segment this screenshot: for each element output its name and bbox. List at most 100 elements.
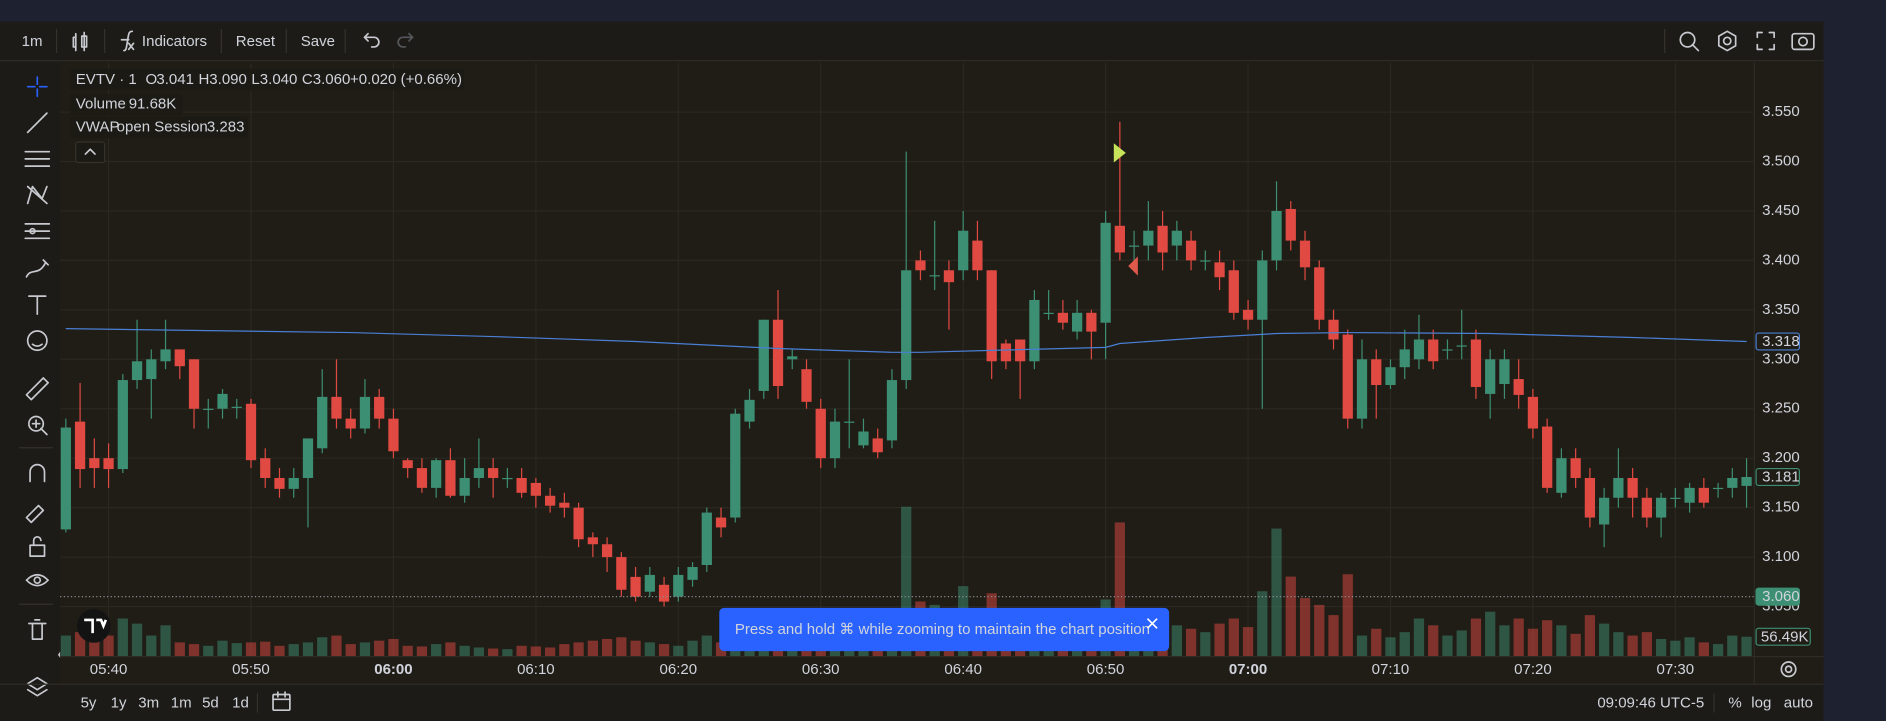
fib-tool[interactable] (24, 150, 51, 167)
volume-bar (1627, 635, 1638, 657)
x-tick-label: 06:50 (1087, 661, 1125, 678)
volume-bar (1185, 628, 1197, 657)
x-tick-label: 07:10 (1372, 661, 1410, 678)
volume-bar (1356, 635, 1368, 657)
reset-button[interactable]: Reset (236, 33, 276, 50)
volume-bar (658, 644, 670, 657)
zoom-tool[interactable] (28, 415, 48, 436)
toolbar-bg (0, 21, 1824, 61)
volume-bar (1470, 618, 1482, 657)
y-tick-label: 3.100 (1762, 548, 1800, 565)
candle-body (231, 406, 242, 408)
legend-collapse[interactable] (75, 141, 106, 164)
candle-body (516, 477, 527, 493)
pattern-tool[interactable] (26, 185, 48, 205)
settings-button[interactable] (1717, 30, 1737, 52)
range-button[interactable]: 5d (202, 695, 219, 712)
lock-tool[interactable] (29, 536, 46, 557)
volume-value: 91.68K (129, 96, 177, 113)
chart-type-button[interactable] (72, 31, 88, 52)
indicators-icon[interactable] (120, 30, 135, 52)
volume-bar (616, 637, 627, 657)
candle-body (1470, 339, 1482, 387)
volume-bar (1114, 522, 1125, 657)
toast-close[interactable] (1146, 618, 1158, 629)
range-button[interactable]: 1d (232, 695, 249, 712)
candle-body (858, 431, 869, 446)
brush-tool[interactable] (25, 259, 49, 278)
volume-bar (89, 637, 100, 657)
volume-bar (673, 645, 684, 657)
visibility-tool[interactable] (25, 573, 49, 587)
volume-bar (1670, 640, 1681, 657)
undo-button[interactable] (363, 32, 380, 48)
crosshair-tool[interactable] (26, 76, 48, 98)
symbol: EVTV · 1 (76, 71, 137, 88)
candle-body (573, 507, 584, 540)
magnet-tool[interactable] (29, 463, 46, 483)
volume-bar (359, 642, 371, 657)
search-button[interactable] (1679, 31, 1700, 52)
volume-bar (1299, 598, 1311, 657)
forecast-tool[interactable] (24, 223, 51, 240)
fullscreen-button[interactable] (1756, 31, 1775, 51)
object-tree[interactable] (26, 676, 48, 697)
candle-body (1741, 476, 1752, 486)
trendline-tool[interactable] (26, 112, 48, 134)
volume-bar (1527, 628, 1539, 657)
measure-tool[interactable] (25, 377, 49, 401)
volume-bar (473, 647, 485, 657)
candle-body (174, 349, 185, 367)
volume-bar (117, 618, 128, 657)
volume-bar (1271, 528, 1282, 657)
candle-body (658, 584, 670, 602)
volume-bar (1485, 611, 1496, 657)
candle-body (901, 270, 912, 381)
volume-bar (1413, 618, 1425, 657)
auto-toggle[interactable]: auto (1784, 695, 1813, 712)
log-toggle[interactable]: log (1751, 695, 1771, 712)
range-button[interactable]: 5y (81, 695, 97, 712)
delete-tool[interactable] (28, 619, 47, 640)
emoji-tool[interactable] (26, 330, 48, 352)
save-button[interactable]: Save (301, 33, 335, 50)
y-tick-label: 3.550 (1762, 103, 1800, 120)
candle-body (601, 544, 613, 558)
volume-bar (1328, 615, 1339, 657)
lock-drawing-tool[interactable] (25, 504, 45, 524)
range-button[interactable]: 1y (111, 695, 127, 712)
candles (60, 121, 1752, 607)
text-tool[interactable] (28, 295, 47, 316)
volume-bar (1499, 625, 1510, 657)
range-bar: 5y 1y 3m 1m 5d 1d (81, 695, 249, 712)
range-button[interactable]: 1m (171, 695, 192, 712)
volume-bar (288, 644, 299, 657)
interval-button[interactable]: 1m (22, 33, 43, 50)
range-button[interactable]: 3m (138, 695, 159, 712)
redo-button[interactable] (397, 32, 414, 48)
indicators-button[interactable]: Indicators (142, 33, 207, 50)
candle-body (1456, 345, 1467, 347)
volume-bar (1641, 632, 1652, 657)
candle-body (1627, 477, 1638, 498)
candle-body (1356, 359, 1368, 419)
volume-bar (516, 645, 527, 657)
candle-body (972, 240, 983, 271)
candle-body (1641, 497, 1652, 518)
percent-toggle[interactable]: % (1728, 695, 1741, 712)
axes: 3.0503.1003.1503.2003.2503.3003.3503.400… (60, 103, 1811, 678)
axis-settings[interactable] (1780, 661, 1797, 678)
candle-body (1527, 396, 1539, 429)
candle-body (801, 369, 812, 402)
snapshot-button[interactable] (1791, 32, 1815, 51)
volume-bar (1428, 625, 1439, 657)
candle-body (473, 468, 485, 478)
candle-body (1428, 339, 1439, 362)
volume-bar (1285, 576, 1296, 657)
goto-date[interactable] (272, 691, 291, 712)
candle-body (359, 396, 371, 429)
candle-body (331, 396, 342, 419)
volume-bar (1556, 625, 1567, 657)
candle-body (1185, 240, 1197, 261)
